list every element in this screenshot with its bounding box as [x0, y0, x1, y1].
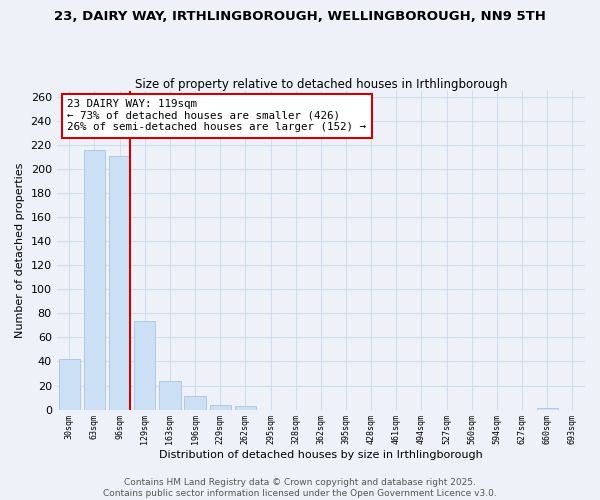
- Bar: [235, 406, 256, 409]
- Bar: [159, 380, 181, 410]
- Bar: [184, 396, 206, 409]
- X-axis label: Distribution of detached houses by size in Irthlingborough: Distribution of detached houses by size …: [159, 450, 483, 460]
- Bar: [109, 156, 130, 409]
- Bar: [209, 405, 231, 409]
- Title: Size of property relative to detached houses in Irthlingborough: Size of property relative to detached ho…: [134, 78, 507, 91]
- Bar: [134, 320, 155, 410]
- Bar: [59, 359, 80, 410]
- Y-axis label: Number of detached properties: Number of detached properties: [15, 162, 25, 338]
- Text: Contains HM Land Registry data © Crown copyright and database right 2025.
Contai: Contains HM Land Registry data © Crown c…: [103, 478, 497, 498]
- Text: 23 DAIRY WAY: 119sqm
← 73% of detached houses are smaller (426)
26% of semi-deta: 23 DAIRY WAY: 119sqm ← 73% of detached h…: [67, 99, 366, 132]
- Text: 23, DAIRY WAY, IRTHLINGBOROUGH, WELLINGBOROUGH, NN9 5TH: 23, DAIRY WAY, IRTHLINGBOROUGH, WELLINGB…: [54, 10, 546, 23]
- Bar: [536, 408, 558, 410]
- Bar: [84, 150, 105, 409]
